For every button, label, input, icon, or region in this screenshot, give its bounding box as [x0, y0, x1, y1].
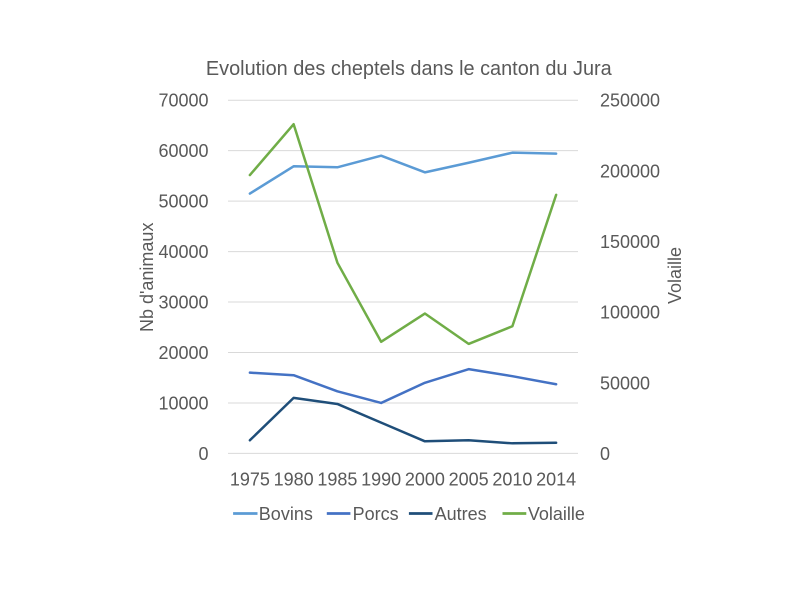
svg-text:1975: 1975: [230, 470, 270, 490]
svg-text:20000: 20000: [158, 343, 208, 363]
svg-text:100000: 100000: [600, 303, 660, 323]
svg-text:Bovins: Bovins: [259, 504, 313, 524]
svg-text:Autres: Autres: [435, 504, 487, 524]
svg-text:50000: 50000: [600, 373, 650, 393]
svg-text:1980: 1980: [274, 470, 314, 490]
svg-text:10000: 10000: [158, 393, 208, 413]
svg-text:2005: 2005: [449, 470, 489, 490]
svg-text:40000: 40000: [158, 242, 208, 262]
svg-text:200000: 200000: [600, 161, 660, 181]
svg-text:1990: 1990: [361, 470, 401, 490]
svg-text:2014: 2014: [536, 470, 576, 490]
svg-text:Volaille: Volaille: [665, 247, 685, 304]
svg-text:Nb d'animaux: Nb d'animaux: [137, 223, 157, 333]
svg-text:30000: 30000: [158, 293, 208, 313]
svg-text:1985: 1985: [317, 470, 357, 490]
svg-text:60000: 60000: [158, 141, 208, 161]
svg-text:Evolution des cheptels dans le: Evolution des cheptels dans le canton du…: [206, 58, 613, 80]
svg-text:Porcs: Porcs: [353, 504, 399, 524]
svg-text:50000: 50000: [158, 192, 208, 212]
svg-text:2000: 2000: [405, 470, 445, 490]
svg-text:70000: 70000: [158, 91, 208, 111]
svg-text:150000: 150000: [600, 232, 660, 252]
svg-text:Volaille: Volaille: [528, 504, 585, 524]
svg-text:250000: 250000: [600, 91, 660, 111]
svg-text:2010: 2010: [492, 470, 532, 490]
svg-text:0: 0: [198, 444, 208, 464]
svg-text:0: 0: [600, 444, 610, 464]
